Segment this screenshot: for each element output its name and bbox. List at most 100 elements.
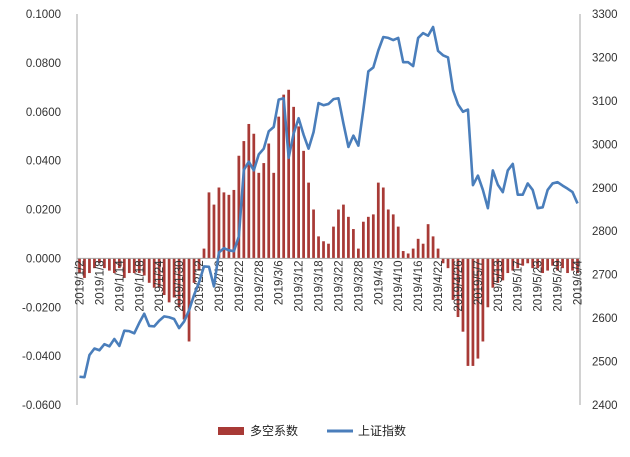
bar bbox=[222, 192, 226, 259]
x-tick-label: 2019/1/18 bbox=[134, 260, 146, 311]
line-series bbox=[79, 25, 579, 379]
bar bbox=[78, 258, 81, 274]
x-tick-label: 2019/1/2 bbox=[75, 260, 87, 305]
bar bbox=[157, 258, 161, 288]
bar bbox=[556, 258, 559, 271]
bar bbox=[466, 258, 470, 366]
bar bbox=[381, 187, 385, 259]
bar bbox=[257, 172, 261, 259]
bar bbox=[561, 258, 564, 269]
x-tick-label: 2019/2/22 bbox=[234, 260, 246, 311]
right-tick-label: 2700 bbox=[592, 270, 618, 282]
bar bbox=[142, 258, 146, 276]
x-tick-label: 2019/1/14 bbox=[114, 260, 126, 312]
x-tick-label: 2019/1/30 bbox=[174, 260, 186, 311]
bar bbox=[361, 221, 365, 259]
bar bbox=[501, 258, 505, 281]
bar bbox=[486, 258, 490, 308]
bar bbox=[416, 238, 420, 259]
bar bbox=[566, 258, 569, 274]
x-tick-label: 2019/5/7 bbox=[473, 260, 485, 305]
bar bbox=[98, 258, 101, 264]
bar bbox=[217, 187, 221, 259]
bar bbox=[456, 258, 460, 318]
bar bbox=[386, 209, 390, 259]
left-tick-label: 0.1000 bbox=[26, 9, 61, 21]
x-tick-label: 2019/1/24 bbox=[154, 260, 166, 312]
left-axis-tick-labels: 0.1000 0.0800 0.0600 0.0400 0.0200 0.0000 -0.0… bbox=[22, 9, 61, 412]
x-tick-label: 2019/5/23 bbox=[533, 260, 545, 311]
bar bbox=[152, 258, 156, 288]
right-tick-label: 2800 bbox=[592, 226, 618, 238]
right-tick-label: 2500 bbox=[592, 357, 618, 369]
bar bbox=[172, 258, 176, 298]
bar bbox=[262, 163, 266, 259]
bar bbox=[307, 182, 310, 259]
bar bbox=[112, 258, 116, 274]
bar bbox=[431, 236, 435, 259]
bar bbox=[322, 241, 325, 259]
bar bbox=[93, 258, 96, 269]
bar bbox=[83, 258, 86, 278]
left-tick-label: -0.0200 bbox=[22, 302, 61, 314]
bar bbox=[571, 258, 574, 271]
bar bbox=[207, 192, 211, 259]
right-axis-tick-labels: 3300 3200 3100 3000 2900 2800 2700 2600 2500 2400 bbox=[592, 9, 618, 412]
bar bbox=[202, 248, 206, 259]
bar bbox=[252, 133, 256, 259]
x-tick-label: 2019/6/4 bbox=[573, 260, 585, 305]
bar bbox=[357, 248, 360, 259]
bar bbox=[177, 258, 181, 308]
x-tick-label: 2019/4/3 bbox=[373, 260, 385, 305]
bar bbox=[421, 243, 425, 259]
bar bbox=[342, 204, 345, 259]
bar bbox=[182, 258, 186, 320]
bar bbox=[396, 226, 400, 259]
x-tick-label: 2019/3/12 bbox=[294, 260, 306, 311]
right-tick-label: 3300 bbox=[592, 9, 618, 21]
right-tick-label: 2900 bbox=[592, 183, 618, 195]
bar bbox=[117, 258, 121, 269]
bar bbox=[212, 204, 216, 259]
right-tick-label: 2600 bbox=[592, 313, 618, 325]
x-axis-tick-labels: 2019/1/2 2019/1/8 2019/1/14 2019/1/18 2019/1… bbox=[75, 260, 585, 312]
bar bbox=[197, 258, 201, 271]
bar bbox=[132, 258, 136, 274]
bar bbox=[122, 258, 126, 278]
x-tick-label: 2019/4/10 bbox=[393, 260, 405, 311]
bar bbox=[167, 258, 171, 303]
bar bbox=[446, 258, 450, 269]
bar bbox=[297, 126, 300, 259]
right-tick-label: 3100 bbox=[592, 96, 618, 108]
bar bbox=[366, 216, 370, 259]
x-tick-label: 2019/3/28 bbox=[353, 260, 365, 311]
bar bbox=[127, 258, 131, 274]
x-tick-label: 2019/4/22 bbox=[433, 260, 445, 311]
bar bbox=[192, 258, 196, 283]
bar bbox=[237, 155, 241, 259]
bar bbox=[541, 258, 545, 274]
legend-line-label: 上证指数 bbox=[358, 423, 406, 438]
bar bbox=[476, 258, 480, 359]
x-tick-label: 2019/3/22 bbox=[334, 260, 346, 311]
bar bbox=[137, 258, 141, 274]
bar bbox=[441, 258, 445, 264]
bar bbox=[491, 258, 495, 288]
x-tick-label: 2019/3/6 bbox=[274, 260, 286, 305]
right-tick-label: 3200 bbox=[592, 52, 618, 64]
bar bbox=[406, 253, 410, 259]
bar bbox=[242, 141, 246, 259]
left-tick-label: 0.0000 bbox=[26, 253, 61, 265]
bar bbox=[521, 258, 525, 266]
bar bbox=[551, 258, 554, 266]
x-tick-label: 2019/4/16 bbox=[413, 260, 425, 311]
bar bbox=[481, 258, 485, 342]
bar bbox=[302, 150, 305, 259]
bar bbox=[391, 214, 395, 259]
bar bbox=[337, 209, 340, 259]
bar bbox=[347, 216, 350, 259]
legend: 多空系数 上证指数 bbox=[218, 423, 406, 438]
bar bbox=[436, 248, 440, 259]
right-tick-label: 2400 bbox=[592, 400, 618, 412]
